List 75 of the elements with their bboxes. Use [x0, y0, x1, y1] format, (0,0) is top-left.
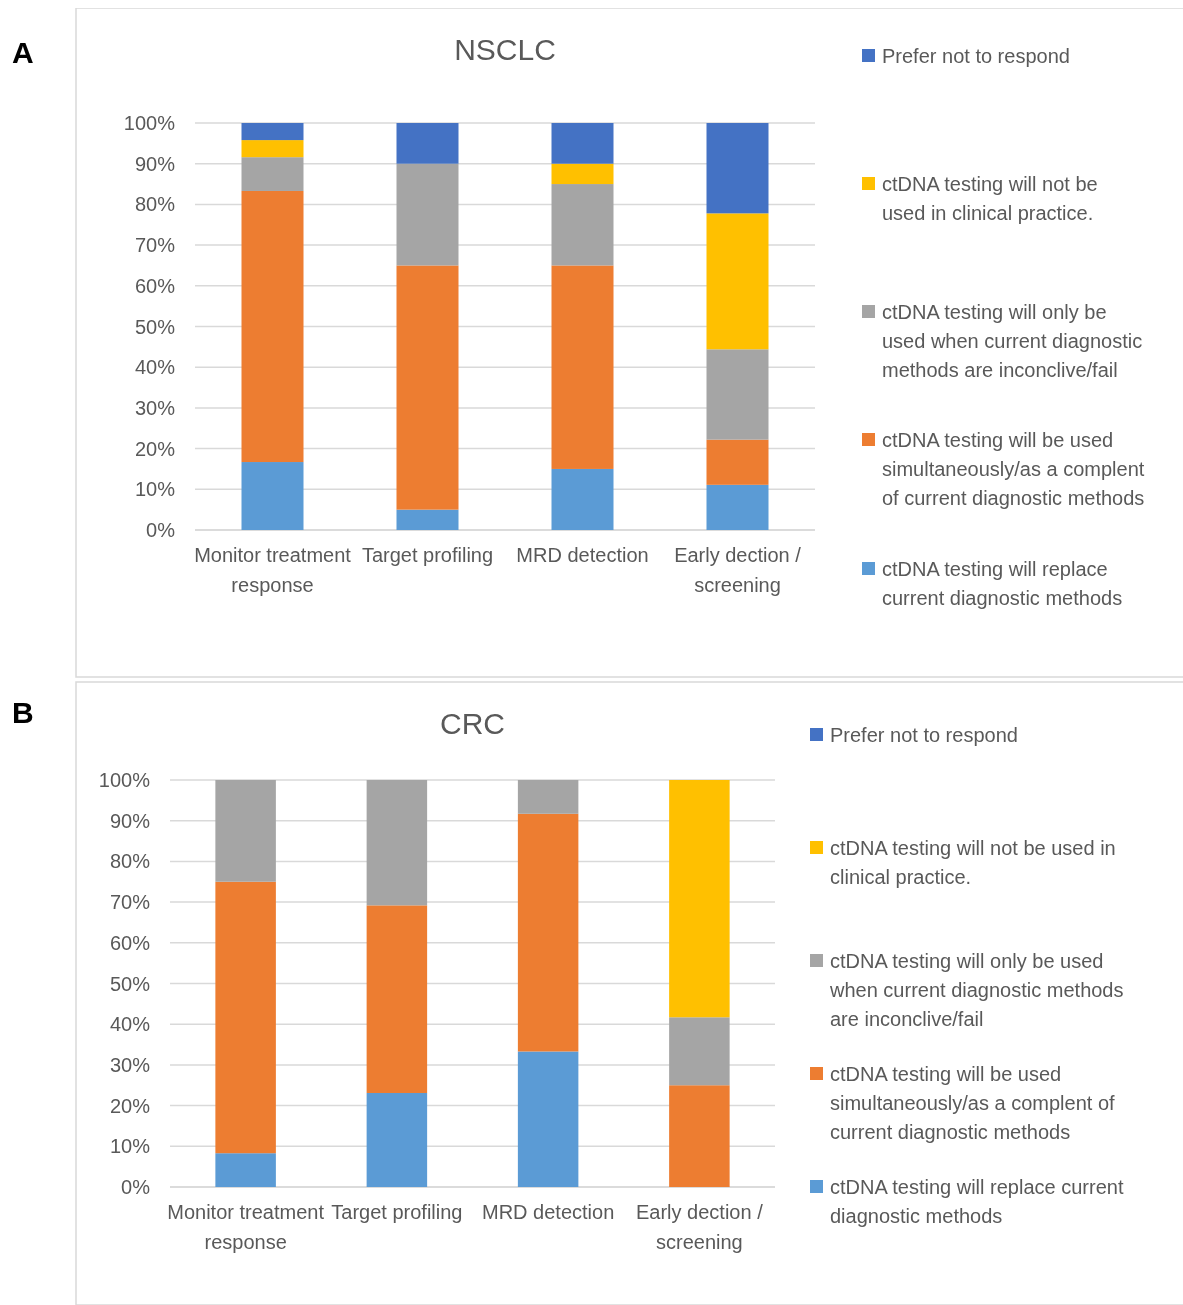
- y-tick-label: 100%: [123, 112, 176, 134]
- y-tick-label: 20%: [109, 1094, 151, 1117]
- bar: [706, 439, 769, 485]
- y-tick-label: 30%: [109, 1053, 151, 1076]
- bar: [366, 1092, 428, 1187]
- bar: [241, 190, 304, 463]
- legend-label: ctDNA testing will not be used in clinical practice.: [882, 173, 1098, 224]
- bar: [551, 265, 614, 469]
- bar: [517, 1051, 579, 1187]
- bar: [366, 780, 428, 906]
- y-tick-label: 40%: [109, 1013, 151, 1036]
- y-tick-label: 10%: [134, 478, 176, 501]
- y-tick-label: 0%: [146, 519, 176, 541]
- bar: [669, 1017, 730, 1086]
- bar: [215, 780, 276, 882]
- bar: [706, 123, 769, 214]
- x-tick-label: Early dection / screening: [674, 544, 802, 596]
- y-tick-label: 30%: [134, 396, 176, 419]
- y-tick-label: 50%: [109, 972, 151, 995]
- bar: [551, 163, 614, 185]
- chart-title: CRC: [440, 707, 505, 740]
- legend-label: ctDNA testing will only be used when current diagnostic methods are inconclive/fail: [882, 301, 1143, 381]
- bar: [517, 780, 579, 814]
- bar: [517, 813, 579, 1052]
- x-tick-label: MRD detection: [481, 1201, 615, 1223]
- y-tick-label: 80%: [109, 850, 151, 873]
- y-tick-label: 70%: [134, 234, 176, 257]
- bar: [241, 157, 304, 191]
- bar: [215, 881, 276, 1154]
- x-tick-label: Monitor treatment response: [167, 1201, 325, 1253]
- chart-title: NSCLC: [454, 33, 556, 66]
- y-tick-label: 90%: [134, 152, 176, 175]
- y-tick-label: 20%: [134, 437, 176, 460]
- bar: [669, 780, 730, 1018]
- x-tick-label: Monitor treatment response: [194, 544, 352, 596]
- y-tick-label: 10%: [109, 1135, 151, 1158]
- x-tick-label: Target profiling: [361, 544, 494, 566]
- x-tick-label: Target profiling: [331, 1201, 463, 1223]
- bar: [241, 123, 304, 141]
- x-tick-label: MRD detection: [516, 544, 649, 566]
- bar: [396, 265, 459, 510]
- legend-label: ctDNA testing will replace current diagnostic methods: [882, 558, 1123, 609]
- y-tick-label: 60%: [109, 931, 151, 954]
- y-tick-label: 60%: [134, 274, 176, 297]
- text: B: [12, 696, 34, 729]
- y-tick-label: 40%: [134, 356, 176, 379]
- bar: [551, 184, 614, 266]
- legend-label: Prefer not to respond: [830, 724, 1018, 746]
- bar: [706, 213, 769, 350]
- bar: [241, 462, 304, 530]
- y-tick-label: 50%: [134, 315, 176, 338]
- bar: [551, 123, 614, 164]
- y-tick-label: 70%: [109, 891, 151, 914]
- legend-label: Prefer not to respond: [882, 45, 1070, 67]
- x-tick-label: Early dection / screening: [636, 1201, 764, 1253]
- bar: [551, 468, 614, 530]
- bar: [706, 484, 769, 530]
- legend-label: ctDNA testing will be used simultaneously/as a complent of current diagnostic methods: [882, 429, 1145, 509]
- y-tick-label: 0%: [121, 1176, 151, 1198]
- legend-label: ctDNA testing will be used simultaneously/as a complent of current diagnostic methods: [830, 1063, 1116, 1143]
- legend-label: ctDNA testing will replace current diagnostic methods: [830, 1176, 1124, 1227]
- legend-label: ctDNA testing will not be used in clinical practice.: [830, 837, 1116, 888]
- bar: [669, 1085, 730, 1187]
- text: A: [12, 36, 34, 69]
- bar: [396, 509, 459, 530]
- bar: [215, 1153, 276, 1187]
- bar: [706, 349, 769, 440]
- y-tick-label: 80%: [134, 193, 176, 216]
- y-tick-label: 100%: [98, 769, 151, 791]
- bar: [366, 905, 428, 1093]
- bar: [396, 163, 459, 266]
- bar: [241, 140, 304, 158]
- y-tick-label: 90%: [109, 809, 151, 832]
- bar: [396, 123, 459, 164]
- legend-label: ctDNA testing will only be used when current diagnostic methods are inconclive/fail: [829, 950, 1124, 1030]
